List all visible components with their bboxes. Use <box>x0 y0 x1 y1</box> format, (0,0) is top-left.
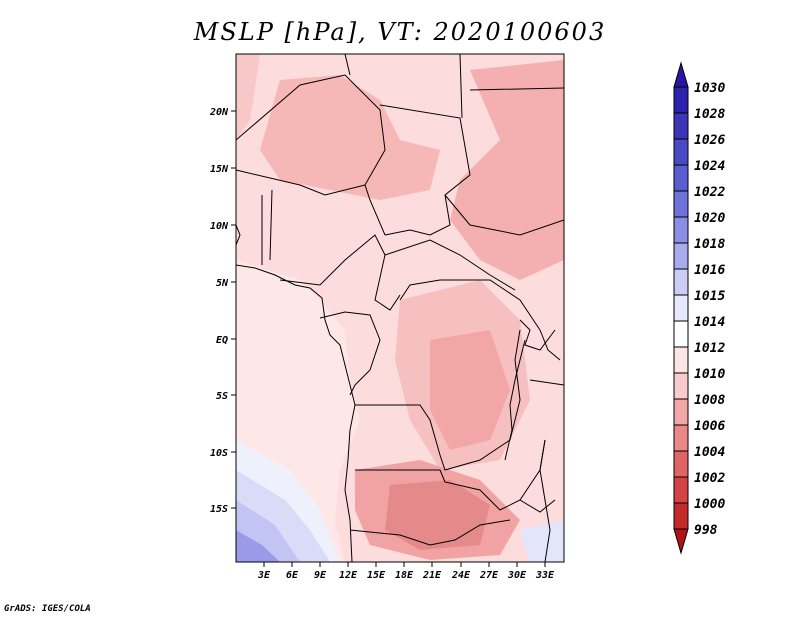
colorbar-segment <box>673 164 689 192</box>
colorbar-label: 1024 <box>694 159 725 174</box>
colorbar-label: 1026 <box>694 133 725 148</box>
coast-senegal <box>236 224 241 246</box>
colorbar-segment <box>673 268 689 296</box>
border-sudan <box>444 194 564 236</box>
border-mozambique <box>539 439 551 562</box>
pressure-field <box>236 54 564 562</box>
colorbar-segment <box>673 320 689 348</box>
field-sudan-low <box>450 60 564 280</box>
grads-credit: GrADS: IGES/COLA <box>4 604 91 614</box>
colorbar-segment <box>673 502 689 530</box>
border-namibia-botswana <box>349 519 511 546</box>
colorbar-segment <box>673 450 689 478</box>
colorbar-label: 1015 <box>694 289 725 304</box>
field-congo-1008 <box>430 330 510 450</box>
colorbar-label: 1018 <box>694 237 725 252</box>
border-car <box>384 239 516 291</box>
lon-label-24e: 24E <box>451 570 471 581</box>
colorbar-segment <box>673 242 689 270</box>
colorbar-bottom-arrow <box>673 528 689 555</box>
field-east-high <box>520 520 564 562</box>
lat-label-eq: EQ <box>216 335 228 346</box>
lon-label-30e: 30E <box>507 570 527 581</box>
field-sahara-low <box>260 75 440 200</box>
colorbar-label: 1016 <box>694 263 725 278</box>
colorbar-segment <box>673 294 689 322</box>
colorbar-segment <box>673 346 689 374</box>
colorbar-segment <box>673 398 689 426</box>
map-frame <box>235 53 565 563</box>
colorbar-segment <box>673 216 689 244</box>
colorbar-label: 1004 <box>694 445 725 460</box>
border-cameroon <box>279 234 401 311</box>
colorbar-label: 998 <box>694 523 718 538</box>
colorbar-segment <box>673 424 689 452</box>
field-kalahari-1006 <box>385 480 490 550</box>
chart-title: MSLP [hPa], VT: 2020100603 <box>193 18 607 46</box>
colorbar-label: 1014 <box>694 315 725 330</box>
lat-label-15n: 15N <box>210 164 229 175</box>
field-nw-corner <box>236 54 260 140</box>
colorbar-segment <box>673 86 689 114</box>
lat-label-5s: 5S <box>216 391 228 402</box>
border-east-africa <box>529 329 564 386</box>
colorbar-label: 1006 <box>694 419 725 434</box>
border-libya-egypt <box>344 54 564 119</box>
lon-label-6e: 6E <box>286 570 299 581</box>
colorbar-label: 1010 <box>694 367 725 382</box>
lon-label-9e: 9E <box>314 570 327 581</box>
colorbar-label: 1022 <box>694 185 725 200</box>
border-nigeria-north <box>236 169 366 196</box>
lake-victoria <box>519 319 556 351</box>
colorbar-label: 1002 <box>694 471 725 486</box>
lon-ticks <box>263 562 546 567</box>
lat-label-15s: 15S <box>210 504 228 515</box>
border-niger <box>236 74 386 236</box>
colorbar-label: 1020 <box>694 211 725 226</box>
border-drc-north <box>399 279 541 331</box>
field-1018-band <box>236 530 280 562</box>
coast-lake-tanganyika <box>504 339 526 461</box>
border-chad <box>379 104 471 236</box>
colorbar-label: 1012 <box>694 341 725 356</box>
colorbar-label: 1028 <box>694 107 725 122</box>
coastline <box>236 224 556 562</box>
lon-label-21e: 21E <box>422 570 442 581</box>
lon-label-18e: 18E <box>395 570 414 581</box>
border-angola-zambia <box>355 439 546 511</box>
lat-label-10s: 10S <box>210 448 228 459</box>
lon-label-15e: 15E <box>367 570 386 581</box>
border-gabon-congo <box>319 311 381 396</box>
colorbar-label: 1000 <box>694 497 725 512</box>
colorbar-segment <box>673 476 689 504</box>
border-drc-south <box>355 329 521 471</box>
border-benin-togo <box>261 189 273 265</box>
country-borders <box>236 54 564 562</box>
colorbar-segment <box>673 112 689 140</box>
lon-label-33e: 33E <box>535 570 555 581</box>
lon-label-27e: 27E <box>479 570 499 581</box>
colorbar-top-arrow <box>673 61 689 88</box>
colorbar: 1030 1028 1026 1024 1022 1020 1018 1016 1015 1014… <box>673 61 725 555</box>
lon-label-3e: 3E <box>257 570 271 581</box>
lat-label-20n: 20N <box>209 107 229 118</box>
lat-label-10n: 10N <box>210 221 229 232</box>
lake-kariba <box>519 499 556 513</box>
lon-label-12e: 12E <box>339 570 358 581</box>
colorbar-segment <box>673 190 689 218</box>
colorbar-label: 1030 <box>694 81 725 96</box>
coast-west-africa <box>236 264 356 562</box>
colorbar-segment <box>673 372 689 400</box>
lat-ticks <box>231 110 236 509</box>
colorbar-segment <box>673 138 689 166</box>
colorbar-label: 1008 <box>694 393 725 408</box>
lat-label-5n: 5N <box>216 278 229 289</box>
